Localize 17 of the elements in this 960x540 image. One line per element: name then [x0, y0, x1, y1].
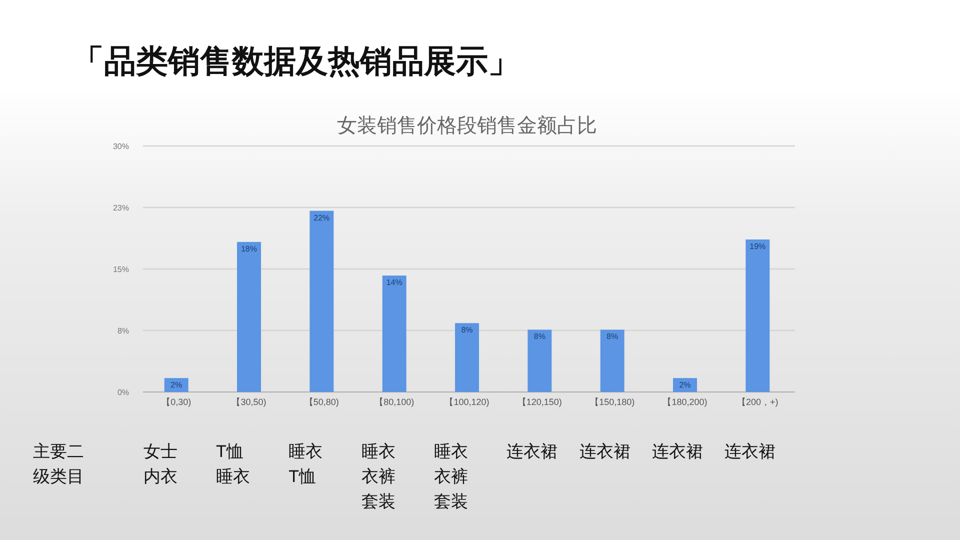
x-tick-label: 【150,180) [590, 397, 635, 407]
x-tick-label: 【30,50) [232, 397, 266, 407]
y-tick-label: 15% [112, 265, 129, 274]
title: 「品类销售数据及热销品展示」 [72, 43, 520, 79]
x-tick-label: 【200，+) [737, 397, 778, 407]
y-tick-label: 0% [117, 388, 129, 397]
table-header: 主要二级类目 [33, 441, 85, 488]
y-tick-label: 8% [117, 326, 129, 336]
x-tick-label: 【180,200) [662, 397, 708, 407]
subtitle: 女装销售价格段销售金额占比 [337, 115, 597, 137]
y-tick-label: 23% [112, 204, 129, 212]
x-tick-label: 【120,150) [517, 397, 562, 407]
y-tick-label: 30% [112, 142, 129, 151]
x-tick-label: 【0,30) [162, 397, 192, 407]
x-tick-label: 【100,120) [444, 397, 490, 407]
x-tick-label: 【50,80) [304, 397, 339, 407]
x-tick-label: 【80,100) [374, 397, 414, 407]
